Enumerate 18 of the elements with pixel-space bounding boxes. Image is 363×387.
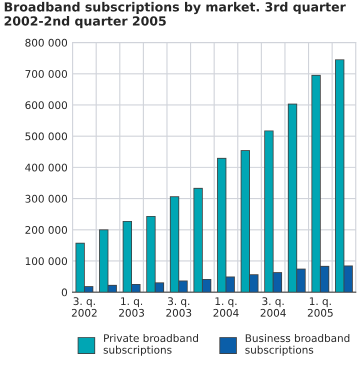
legend-label: Business broadband subscriptions xyxy=(245,334,350,356)
y-tick-label: 200 000 xyxy=(25,226,68,234)
x-tick-label: 3. q. 2003 xyxy=(166,297,192,317)
y-tick-label: 0 xyxy=(62,288,68,296)
y-tick-label: 400 000 xyxy=(25,164,68,172)
y-tick-label: 700 000 xyxy=(26,70,68,78)
y-tick-label: 800 000 xyxy=(25,38,68,47)
legend-label: Private broadband subscriptions xyxy=(104,334,198,356)
x-tick-label: 1. q. 2005 xyxy=(308,297,333,317)
chart-title: Broadband subscriptions by market. 3rd quarter 2002-2nd quarter 2005 xyxy=(4,2,346,28)
y-tick-label: 500 000 xyxy=(25,132,68,140)
y-tick-label: 300 000 xyxy=(25,194,68,203)
x-tick-label: 1. q. 2003 xyxy=(119,297,144,317)
y-tick-label: 600 000 xyxy=(25,101,68,110)
x-tick-label: 1. q. 2004 xyxy=(213,297,239,317)
x-tick-label: 3. q. 2004 xyxy=(260,297,286,317)
y-tick-label: 100 000 xyxy=(26,257,68,266)
x-tick-label: 3. q. 2002 xyxy=(72,297,97,317)
